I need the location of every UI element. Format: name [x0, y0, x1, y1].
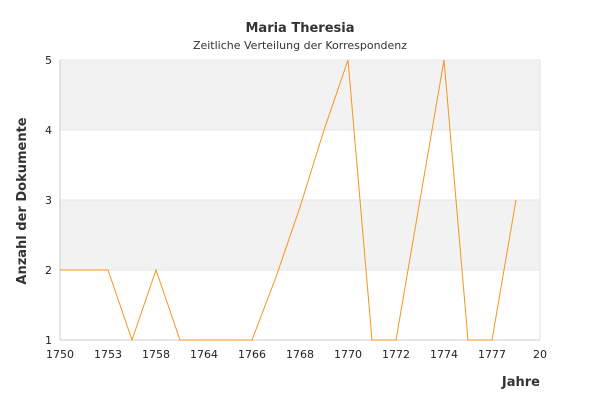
grid-band-5: [60, 60, 540, 130]
series-line-0: [60, 59, 517, 342]
grid-bands: [60, 60, 540, 270]
x-tick-label-5: 1768: [286, 348, 314, 361]
y-tick-labels: 1 2 3 4 5: [45, 54, 52, 347]
y-tick-label-5: 5: [45, 54, 52, 67]
chart-subtitle: Zeitliche Verteilung der Korrespondenz: [193, 39, 407, 52]
x-tick-label-6: 1770: [334, 348, 362, 361]
x-tick-label-4: 1766: [238, 348, 266, 361]
y-axis-label: Anzahl der Dokumente: [15, 117, 30, 284]
axes: [59, 60, 541, 341]
y-tick-label-2: 2: [45, 264, 52, 277]
x-tick-labels: 1750 1753 1758 1764 1766 1768 1770 1772 1774 1777…: [46, 348, 547, 361]
x-tick-label-3: 1764: [190, 348, 218, 361]
x-tick-label-10: 20: [533, 348, 547, 361]
x-tick-label-0: 1750: [46, 348, 74, 361]
chart-title: Maria Theresia: [245, 21, 354, 36]
y-tick-label-4: 4: [45, 124, 52, 137]
grid-band-3: [60, 200, 540, 270]
x-tick-label-8: 1774: [430, 348, 458, 361]
series-layer: [60, 59, 517, 342]
y-tick-label-3: 3: [45, 194, 52, 207]
x-tick-label-2: 1758: [142, 348, 170, 361]
x-tick-label-7: 1772: [382, 348, 410, 361]
x-tick-label-1: 1753: [94, 348, 122, 361]
x-axis-label: Jahre: [501, 375, 540, 390]
x-tick-label-9: 1777: [478, 348, 506, 361]
y-tick-label-1: 1: [45, 334, 52, 347]
